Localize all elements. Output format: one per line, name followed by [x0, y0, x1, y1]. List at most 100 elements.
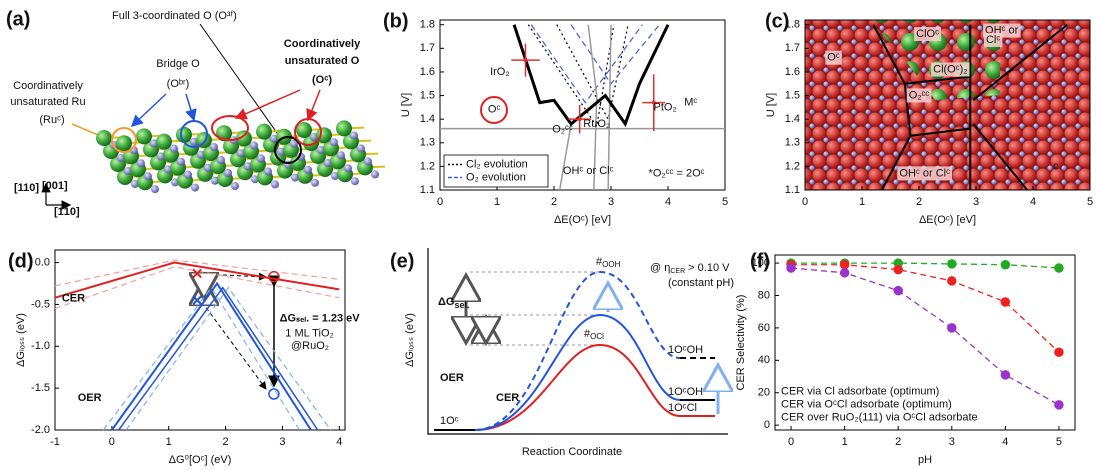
label: CER — [496, 392, 519, 404]
ru-atom — [304, 166, 312, 174]
y-tick-label: 1.5 — [420, 89, 435, 101]
crystal-model — [96, 120, 385, 193]
label: (Oᵇʳ) — [167, 78, 190, 90]
marker — [841, 269, 849, 277]
marker — [193, 296, 201, 304]
annotation: c — [1053, 160, 1059, 172]
marker — [193, 269, 201, 277]
annotation: OHᶜ or Clᶜ — [563, 165, 614, 177]
x-tick-label: 1 — [166, 436, 172, 448]
ru-atom — [170, 145, 178, 153]
label: Coordinatively — [13, 80, 83, 92]
y-tick-label: 1.4 — [420, 113, 435, 125]
series-line — [112, 283, 311, 430]
ru-atom — [364, 157, 372, 165]
annotation: OHᶜ or Clᶜ — [899, 167, 950, 179]
y-tick-label: 1.4 — [785, 113, 800, 125]
ru-atom — [137, 159, 145, 167]
ru-atom — [250, 141, 258, 149]
x-tick-label: 5 — [722, 196, 728, 208]
ru-atom — [217, 156, 225, 164]
panel-label: (b) — [383, 10, 409, 32]
panel-d-arrows — [202, 274, 274, 389]
annotation: Mᶜ — [684, 97, 697, 109]
x-tick-label: 4 — [336, 436, 342, 448]
label: OER — [440, 372, 464, 384]
annotation: Oᶜ — [488, 104, 501, 116]
x-tick-label: 0 — [437, 196, 443, 208]
y-tick-label: 20 — [758, 387, 770, 399]
annotation: @RuO₂ — [291, 340, 329, 352]
panel-label: (d) — [8, 250, 34, 272]
x-tick-label: 0 — [788, 436, 794, 448]
o-atom — [256, 124, 272, 140]
y-tick-label: -1.5 — [31, 382, 50, 394]
x-tick-label: 2 — [916, 196, 922, 208]
y-tick-label: 1.7 — [420, 42, 435, 54]
marker — [841, 261, 849, 269]
y-tick-label: -2.0 — [31, 424, 50, 436]
y-tick-label: 60 — [758, 322, 770, 334]
y-tick-label: 1.3 — [785, 137, 800, 149]
x-axis-label: Reaction Coordinate — [522, 446, 622, 458]
y-tick-label: 1.8 — [420, 19, 435, 31]
x-axis-label: ΔE(Oᶜ) [eV] — [919, 214, 976, 226]
y-tick-label: 1.5 — [785, 89, 800, 101]
annotation: ClOᶜ — [916, 28, 939, 40]
marker — [948, 324, 956, 332]
label: 1OᶜOH — [668, 344, 703, 356]
series-line — [791, 265, 1059, 353]
marker — [787, 264, 795, 272]
ts-label: #OOH — [596, 256, 621, 269]
annotation: O₂ᶜᶜ — [909, 89, 930, 101]
series-line — [119, 288, 318, 430]
legend-entry: CER via Cl adsorbate (optimum) — [781, 385, 939, 397]
ru-atom — [177, 158, 185, 166]
x-tick-label: 1 — [494, 196, 500, 208]
panel-e: (e) ΔGₗₒₛₛ (eV) Reaction Coordinate ΔGse… — [390, 248, 734, 458]
ru-atom — [231, 182, 239, 190]
marker — [948, 260, 956, 268]
marker — [524, 58, 528, 62]
x-tick-label: 2 — [223, 436, 229, 448]
arrow — [308, 90, 320, 120]
x-tick-label: 5 — [1087, 196, 1093, 208]
marker — [948, 277, 956, 285]
y-axis-label: ΔGₗₒₛₛ (eV) — [15, 313, 27, 367]
ts-label: #OCl — [584, 328, 604, 341]
ru-atom — [191, 184, 199, 192]
marker — [578, 117, 582, 121]
y-tick-label: 1.1 — [785, 184, 800, 196]
y-axis-label: ΔGₗₒₛₛ (eV) — [404, 313, 416, 367]
x-tick-label: 3 — [279, 436, 285, 448]
label: unsaturated Ru — [10, 96, 85, 108]
ru-atom — [330, 138, 338, 146]
annotation: *O₂ᶜᶜ = 2Oᶜ — [649, 167, 705, 179]
ru-atom — [350, 131, 358, 139]
label: Bridge O — [156, 58, 200, 70]
x-tick-label: 0 — [109, 436, 115, 448]
y-tick-label: 80 — [758, 289, 770, 301]
y-tick-label: 1.3 — [420, 137, 435, 149]
annotation: RuO₂ — [583, 118, 610, 130]
axis-label: [1̄10] — [54, 206, 80, 218]
marker — [269, 272, 279, 282]
series-line — [791, 268, 1059, 405]
o-atom — [156, 134, 172, 150]
annotation: IrO₂ — [490, 66, 510, 78]
marker — [1055, 348, 1063, 356]
marker — [1055, 401, 1063, 409]
x-tick-label: 4 — [665, 196, 671, 208]
x-tick-label: 4 — [1002, 436, 1008, 448]
y-axis-label: U [V] — [765, 93, 777, 117]
legend-entry: O₂ evolution — [466, 171, 526, 183]
marker — [1055, 264, 1063, 272]
condition-note: (constant pH) — [668, 277, 734, 289]
y-tick-label: 1.1 — [420, 184, 435, 196]
y-tick-label: 1.8 — [785, 19, 800, 31]
annotation: CER — [62, 292, 85, 304]
x-tick-label: 1 — [859, 196, 865, 208]
series-line — [531, 25, 642, 103]
x-tick-label: 0 — [802, 196, 808, 208]
marker — [894, 266, 902, 274]
